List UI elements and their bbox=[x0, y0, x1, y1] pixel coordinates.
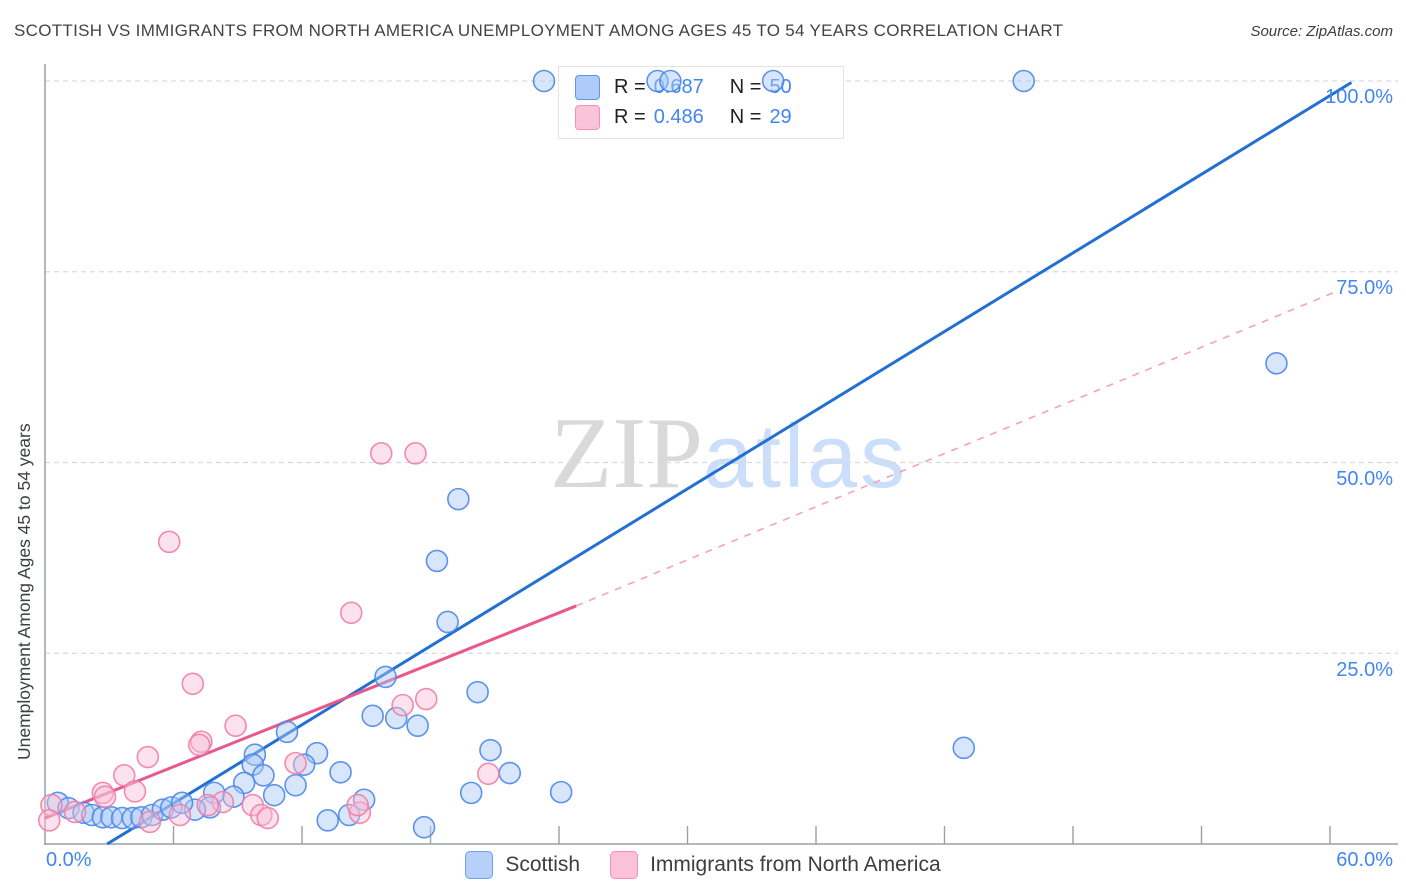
y-tick-label-50: 50.0% bbox=[1336, 468, 1393, 490]
legend-item-immigrants: Immigrants from North America bbox=[610, 851, 941, 879]
x-axis-min-label: 0.0% bbox=[46, 849, 92, 871]
scottish-swatch-icon bbox=[575, 75, 600, 100]
n-value: 50 bbox=[769, 76, 792, 98]
x-axis-max-label: 60.0% bbox=[1336, 849, 1393, 871]
y-axis-title: Unemployment Among Ages 45 to 54 years bbox=[14, 423, 34, 760]
scottish-swatch-icon bbox=[465, 851, 494, 879]
n-label: N = bbox=[729, 106, 762, 128]
immigrants-swatch-icon bbox=[610, 851, 639, 879]
legend-item-scottish: Scottish bbox=[465, 851, 580, 879]
source-link[interactable]: Source: ZipAtlas.com bbox=[1250, 23, 1393, 40]
y-tick-label-100: 100.0% bbox=[1325, 86, 1393, 108]
y-tick-label-25: 25.0% bbox=[1336, 659, 1393, 681]
watermark-zip: ZIP bbox=[550, 397, 703, 510]
n-value: 29 bbox=[769, 106, 792, 128]
r-label: R = bbox=[614, 106, 646, 128]
immigrants-swatch-icon bbox=[575, 105, 600, 130]
correlation-legend: R = 0.687 N = 50 R = 0.486 N = 29 bbox=[558, 66, 844, 139]
legend-row-immigrants: R = 0.486 N = 29 bbox=[575, 105, 831, 130]
n-label: N = bbox=[729, 76, 762, 98]
chart-title: SCOTTISH VS IMMIGRANTS FROM NORTH AMERIC… bbox=[14, 21, 1064, 40]
r-value: 0.486 bbox=[653, 106, 704, 128]
legend-row-scottish: R = 0.687 N = 50 bbox=[575, 75, 831, 100]
watermark: ZIPatlas bbox=[550, 403, 908, 505]
y-tick-label-75: 75.0% bbox=[1336, 277, 1393, 299]
r-label: R = bbox=[614, 76, 646, 98]
legend-item-label: Immigrants from North America bbox=[650, 853, 941, 876]
r-value: 0.687 bbox=[653, 76, 704, 98]
series-legend: Scottish Immigrants from North America bbox=[0, 851, 1406, 879]
legend-item-label: Scottish bbox=[505, 853, 581, 876]
